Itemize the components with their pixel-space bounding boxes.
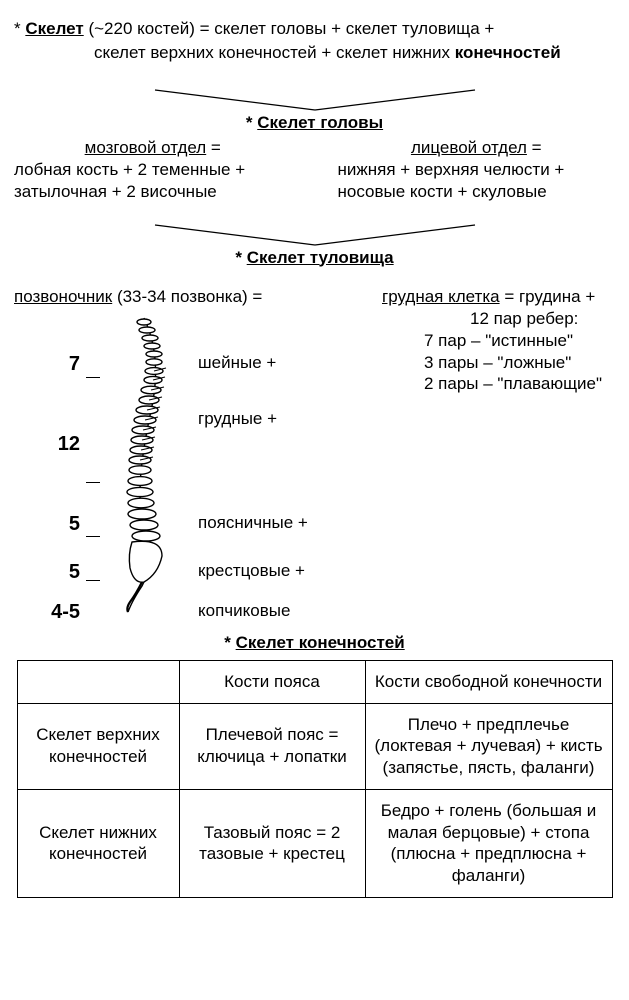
asterisk: *	[235, 248, 246, 267]
asterisk: *	[246, 113, 257, 132]
branch-svg-head	[95, 84, 535, 112]
title-text: Скелет туловища	[247, 248, 394, 267]
spine-label: позвоночник	[14, 287, 112, 306]
head-branches: мозговой отдел = лобная кость + 2 теменн…	[14, 137, 615, 202]
ribcage-after: = грудина +	[500, 287, 596, 306]
vertebra-count: 4-5	[32, 600, 80, 626]
definition-line-1: * Скелет (~220 костей) = скелет головы +…	[14, 18, 615, 40]
section-title-trunk: * Скелет туловища	[14, 247, 615, 269]
brain-bones-1: лобная кость + 2 теменные +	[14, 159, 292, 181]
term-skeleton: Скелет	[25, 19, 83, 38]
face-bones-1: нижняя + верхняя челюсти +	[338, 159, 616, 181]
th-free-limb: Кости свободной конечности	[365, 660, 612, 703]
face-bones-2: носовые кости + скуловые	[338, 181, 616, 203]
title-text: Скелет конечностей	[236, 633, 405, 652]
trunk-branches: позвоночник (33-34 позвонка) =	[14, 286, 615, 628]
table-header-row: Кости пояса Кости свободной конечности	[17, 660, 612, 703]
row-head-lower: Скелет нижних конечностей	[17, 789, 179, 897]
vertebra-label: крестцовые +	[198, 560, 305, 582]
face-section-label: лицевой отдел	[411, 138, 527, 157]
rib-line-1: 7 пар – "истинные"	[382, 330, 615, 352]
spine-count: (33-34 позвонка) =	[112, 287, 262, 306]
spine-head: позвоночник (33-34 позвонка) =	[14, 286, 354, 308]
cell-lower-girdle: Тазовый пояс = 2 тазовые + крестец	[179, 789, 365, 897]
table-row: Скелет нижних конечностей Тазовый пояс =…	[17, 789, 612, 897]
head-right-col: лицевой отдел = нижняя + верхняя челюсти…	[320, 137, 616, 202]
spine-divider-tick	[86, 377, 100, 378]
spine-labels-layer: 7 шейные + грудные + 12 5 поясничные + 5 крестц…	[14, 308, 354, 628]
vertebra-count: 5	[32, 512, 80, 538]
vertebra-label: грудные +	[198, 408, 277, 430]
vertebra-label: копчиковые	[198, 600, 290, 622]
definition-bold-end: конечностей	[455, 43, 561, 62]
spine-divider-tick	[86, 482, 100, 483]
title-text: Скелет головы	[257, 113, 383, 132]
definition-line-2: скелет верхних конечностей + скелет нижн…	[94, 42, 615, 64]
rib-line-3: 2 пары – "плавающие"	[382, 373, 615, 395]
th-girdle: Кости пояса	[179, 660, 365, 703]
ribcage-head: грудная клетка = грудина +	[382, 286, 615, 308]
cell-upper-free: Плечо + предплечье (локтевая + лучевая) …	[365, 703, 612, 789]
branch-svg-trunk	[95, 219, 535, 247]
cell-upper-girdle: Плечевой пояс = ключица + лопатки	[179, 703, 365, 789]
vertebra-count: 12	[32, 432, 80, 458]
table-row: Скелет верхних конечностей Плечевой пояс…	[17, 703, 612, 789]
asterisk: *	[14, 19, 25, 38]
brain-bones-2: затылочная + 2 височные	[14, 181, 292, 203]
ribcage-label: грудная клетка	[382, 287, 500, 306]
skeleton-definition: * Скелет (~220 костей) = скелет головы +…	[14, 18, 615, 64]
asterisk: *	[224, 633, 235, 652]
brain-section-head: мозговой отдел =	[14, 137, 292, 159]
row-head-upper: Скелет верхних конечностей	[17, 703, 179, 789]
th-empty	[17, 660, 179, 703]
vertebra-label: шейные +	[198, 352, 276, 374]
branch-lines-head	[14, 84, 615, 112]
vertebra-count: 7	[32, 352, 80, 378]
limb-table: Кости пояса Кости свободной конечности С…	[17, 660, 613, 898]
cell-lower-free: Бедро + голень (большая и малая берцовые…	[365, 789, 612, 897]
vertebra-label: поясничные +	[198, 512, 308, 534]
vertebra-count: 5	[32, 560, 80, 586]
definition-text-2: скелет верхних конечностей + скелет нижн…	[94, 43, 455, 62]
branch-lines-trunk	[14, 219, 615, 247]
face-section-head: лицевой отдел =	[338, 137, 616, 159]
head-left-col: мозговой отдел = лобная кость + 2 теменн…	[14, 137, 292, 202]
section-title-head: * Скелет головы	[14, 112, 615, 134]
brain-section-label: мозговой отдел	[85, 138, 207, 157]
spine-divider-tick	[86, 536, 100, 537]
ribcage-column: грудная клетка = грудина + 12 пар ребер:…	[382, 286, 615, 628]
section-title-limbs: * Скелет конечностей	[14, 632, 615, 654]
spine-column: позвоночник (33-34 позвонка) =	[14, 286, 354, 628]
rib-line-0: 12 пар ребер:	[382, 308, 615, 330]
definition-text-1: (~220 костей) = скелет головы + скелет т…	[84, 19, 495, 38]
rib-line-2: 3 пары – "ложные"	[382, 352, 615, 374]
spine-divider-tick	[86, 580, 100, 581]
